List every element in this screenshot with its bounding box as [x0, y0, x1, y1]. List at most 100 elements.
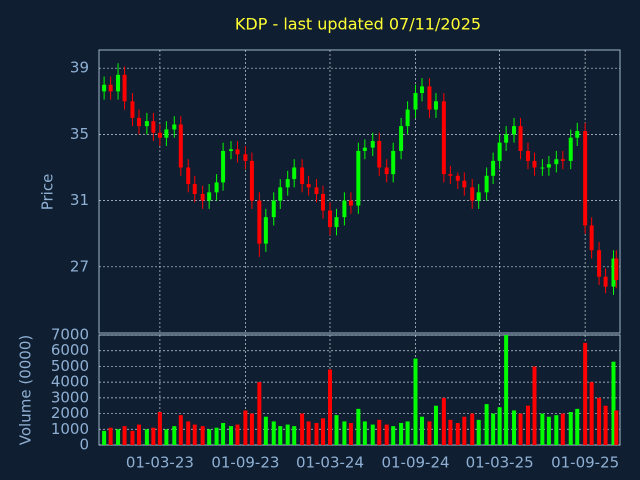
candle-body [348, 200, 353, 206]
candle-body [314, 187, 319, 194]
candle-body [384, 167, 389, 175]
candle-body [420, 86, 425, 94]
candle-body [221, 150, 226, 183]
candle-body [362, 147, 367, 151]
volume-bar [476, 419, 481, 445]
volume-bar [192, 424, 197, 445]
candle-body [235, 149, 240, 155]
volume-bar [102, 430, 107, 445]
volume-bar [151, 427, 156, 445]
volume-bar [554, 415, 559, 445]
volume-bar [122, 426, 127, 445]
volume-bar [568, 412, 573, 445]
candle-body [278, 187, 283, 201]
candle-body [102, 84, 107, 92]
volume-bar [518, 413, 523, 445]
candle-body [116, 74, 121, 92]
volume-bar [427, 421, 432, 445]
volume-bar [455, 423, 460, 445]
candle-body [391, 150, 396, 175]
x-tick-label: 01-09-23 [211, 454, 279, 472]
candle-body [497, 142, 502, 161]
volume-bar [342, 421, 347, 445]
candle-body [470, 187, 475, 201]
volume-bar [257, 382, 262, 445]
candle-body [560, 159, 565, 161]
volume-bar [314, 423, 319, 445]
candle-body [214, 182, 219, 193]
candle-body [186, 167, 191, 185]
volume-bar [321, 418, 326, 445]
x-tick-label: 01-03-23 [126, 454, 194, 472]
candle-body [321, 193, 326, 211]
volume-tick-label: 0 [79, 436, 89, 454]
candle-body [377, 141, 382, 168]
volume-bar [420, 416, 425, 445]
volume-bar [377, 419, 382, 445]
volume-bar [583, 342, 588, 445]
volume-bar [462, 416, 467, 445]
volume-tick-label: 1000 [51, 420, 89, 438]
volume-tick-label: 5000 [51, 357, 89, 375]
y-tick-label: 31 [70, 191, 89, 209]
candle-body [292, 167, 297, 180]
candle-body [228, 149, 233, 151]
candle-body [491, 160, 496, 176]
candle-body [257, 200, 262, 244]
x-tick-label: 01-03-24 [296, 454, 364, 472]
volume-bar [207, 429, 212, 445]
candle-body [518, 126, 523, 151]
candle-body [136, 117, 141, 127]
candle-body [164, 129, 169, 138]
volume-tick-label: 6000 [51, 341, 89, 359]
volume-bar [164, 429, 169, 445]
volume-tick-label: 3000 [51, 388, 89, 406]
candle-body [172, 124, 177, 130]
volume-bar [130, 430, 135, 445]
candle-body [130, 101, 135, 118]
volume-bar [186, 421, 191, 445]
candle-body [568, 137, 573, 161]
volume-bar [243, 410, 248, 445]
candle-body [334, 217, 339, 228]
volume-bar [603, 405, 608, 445]
candle-body [413, 93, 418, 110]
candle-body [448, 174, 453, 176]
volume-bar [334, 415, 339, 445]
candle-body [405, 109, 410, 127]
candle-body [356, 150, 361, 206]
candle-body [589, 225, 594, 251]
volume-bar [405, 421, 410, 445]
volume-bar [235, 424, 240, 445]
candle-body [263, 217, 268, 244]
volume-bar [525, 405, 530, 445]
volume-bar [200, 426, 205, 445]
y-axis-label: Price [39, 174, 57, 211]
candle-body [151, 121, 156, 133]
candle-body [441, 101, 446, 175]
x-tick-label: 01-03-25 [466, 454, 534, 472]
volume-bar [136, 424, 141, 445]
volume-bar [362, 421, 367, 445]
candle-body [108, 84, 113, 92]
candle-body [603, 276, 608, 287]
candle-body [554, 159, 559, 165]
volume-bar [116, 429, 121, 445]
candle-body [455, 175, 460, 181]
volume-bar [384, 424, 389, 445]
candle-body [370, 141, 375, 148]
volume-tick-label: 2000 [51, 404, 89, 422]
candle-body [546, 164, 551, 168]
volume-bar [300, 413, 305, 445]
y-tick-label: 35 [70, 125, 89, 143]
candle-body [271, 200, 276, 218]
chart-title: KDP - last updated 07/11/2025 [235, 15, 481, 34]
volume-bar [391, 426, 396, 445]
volume-bar [589, 382, 594, 445]
candle-body [583, 131, 588, 226]
candle-body [144, 121, 149, 127]
volume-bar [546, 416, 551, 445]
candle-body [462, 180, 467, 188]
candle-body [597, 250, 602, 277]
